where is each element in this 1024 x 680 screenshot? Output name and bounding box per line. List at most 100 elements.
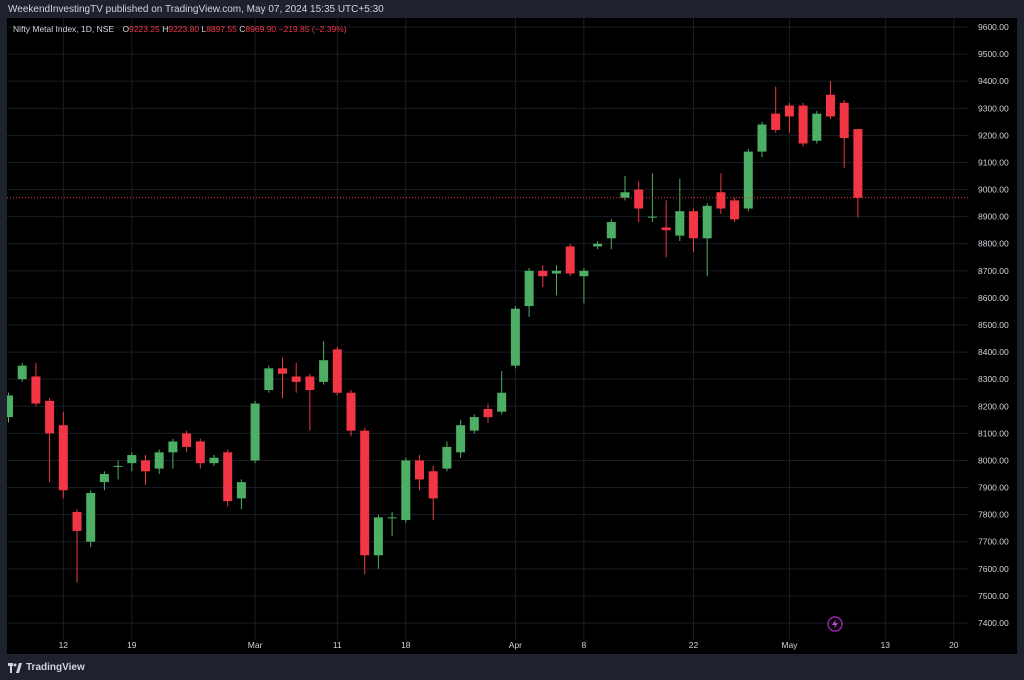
candle <box>538 265 548 288</box>
y-tick-label: 7600.00 <box>978 564 1009 574</box>
candle <box>141 455 150 485</box>
candle-body <box>826 94 835 117</box>
candle-body <box>730 200 740 220</box>
change-value: −219.85 (−2.39%) <box>278 24 347 34</box>
candle-body <box>839 102 849 139</box>
candle <box>291 362 301 393</box>
candle-body <box>127 455 137 464</box>
footer-bar: TradingView <box>0 654 1024 680</box>
x-tick-label: 19 <box>127 640 137 650</box>
y-tick-label: 9500.00 <box>978 49 1009 59</box>
candle <box>634 181 644 223</box>
chart-area[interactable]: 9600.00 9500.00 9400.00 9300.00 9200.00 9100.… <box>7 18 1017 654</box>
candlestick-chart[interactable]: 9600.00 9500.00 9400.00 9300.00 9200.00 9100.… <box>7 18 1017 654</box>
close-label: C <box>239 24 246 34</box>
candle-body <box>552 270 561 274</box>
candle <box>17 362 27 382</box>
y-tick-label: 8900.00 <box>978 212 1009 222</box>
candle <box>716 173 726 214</box>
x-tick-label: 18 <box>401 640 411 650</box>
candle <box>154 449 164 474</box>
candle-body <box>469 417 479 431</box>
x-tick-label: Apr <box>509 640 522 650</box>
candle-body <box>278 368 287 374</box>
candle-body <box>195 441 205 464</box>
candle <box>360 427 370 575</box>
candle <box>456 419 466 458</box>
candle-body <box>209 457 219 464</box>
candle <box>510 306 520 369</box>
candle-body <box>428 471 438 499</box>
symbol-legend: Nifty Metal Index, 1D, NSE O9223.25 H922… <box>13 24 347 34</box>
candle <box>346 390 356 437</box>
candle <box>483 403 493 423</box>
open-value: 9223.25 <box>129 24 160 34</box>
candle-body <box>31 376 41 404</box>
candle-body <box>675 211 685 236</box>
candle-body <box>743 151 753 209</box>
y-tick-label: 7800.00 <box>978 510 1009 520</box>
candle-body <box>579 270 589 277</box>
candle <box>209 455 219 466</box>
candle-body <box>45 400 55 434</box>
y-tick-label: 9400.00 <box>978 76 1009 86</box>
candle <box>72 509 82 583</box>
candle-body <box>661 227 671 231</box>
candle <box>195 438 205 469</box>
candle-body <box>250 403 260 461</box>
tradingview-logo-icon <box>8 662 22 673</box>
candle-body <box>510 308 520 366</box>
candle <box>305 373 315 431</box>
candle-body <box>606 222 616 239</box>
candle <box>675 178 685 242</box>
candle-body <box>113 465 123 467</box>
candle-body <box>702 205 712 239</box>
candle <box>127 452 137 472</box>
candle <box>442 441 452 472</box>
candle <box>689 208 698 252</box>
candle <box>401 457 411 523</box>
candle <box>702 203 712 277</box>
candle-body <box>236 482 246 499</box>
y-tick-label: 9300.00 <box>978 103 1009 113</box>
candle <box>839 100 849 168</box>
candle-body <box>757 124 767 152</box>
candle-body <box>7 395 13 418</box>
candle-body <box>593 243 603 247</box>
lightning-icon[interactable] <box>827 616 843 632</box>
candle <box>7 392 13 423</box>
y-tick-label: 9000.00 <box>978 185 1009 195</box>
y-tick-label: 7500.00 <box>978 591 1009 601</box>
candle <box>771 86 781 133</box>
candle <box>31 362 41 407</box>
candle-body <box>223 452 233 502</box>
y-tick-label: 8700.00 <box>978 266 1009 276</box>
candle <box>606 219 616 250</box>
candle-body <box>442 446 452 469</box>
high-value: 9223.80 <box>168 24 200 34</box>
candle <box>319 341 329 385</box>
y-tick-label: 7700.00 <box>978 537 1009 547</box>
candle <box>826 81 835 120</box>
x-tick-label: Mar <box>248 640 263 650</box>
candle <box>86 490 96 548</box>
open-label: O <box>122 24 130 34</box>
candle <box>552 265 561 296</box>
tradingview-brand[interactable]: TradingView <box>8 662 85 673</box>
candle <box>730 197 740 223</box>
y-tick-label: 9600.00 <box>978 22 1009 32</box>
candle <box>524 268 534 317</box>
candle-body <box>305 376 315 391</box>
candle-body <box>168 441 178 453</box>
candle-body <box>17 365 27 380</box>
y-tick-label: 8200.00 <box>978 401 1009 411</box>
y-tick-label: 7400.00 <box>978 618 1009 628</box>
x-tick-label: 13 <box>881 640 891 650</box>
candle-body <box>798 105 808 144</box>
candle-body <box>456 425 466 453</box>
y-tick-label: 8500.00 <box>978 320 1009 330</box>
x-tick-label: 12 <box>59 640 69 650</box>
x-tick-label: 11 <box>333 640 342 650</box>
candle <box>579 268 589 304</box>
x-tick-label: 22 <box>689 640 699 650</box>
